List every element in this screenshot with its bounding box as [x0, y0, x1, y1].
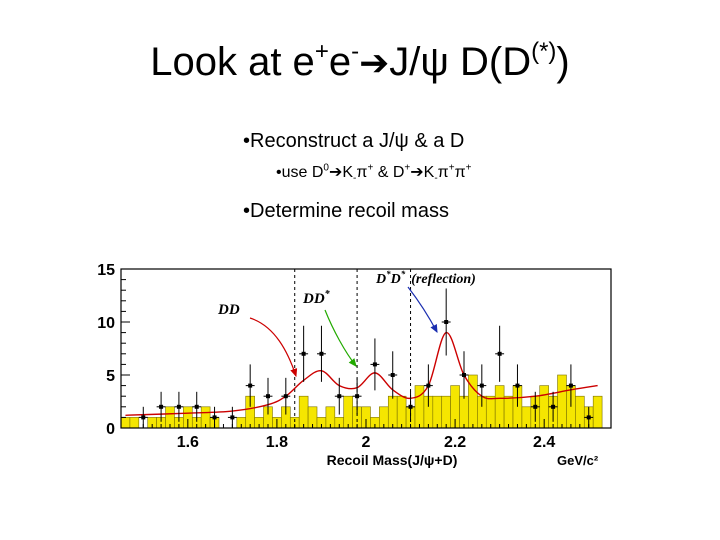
arrow-ddstar — [324, 309, 357, 367]
point-marker — [372, 362, 377, 367]
point-marker — [462, 373, 466, 377]
hist-bar — [414, 385, 425, 429]
x-tick-label: 2.4 — [533, 434, 555, 451]
x-axis-unit: GeV/c² — [557, 453, 599, 468]
hist-bar — [592, 395, 603, 429]
arrow-icon: ➔ — [359, 42, 390, 83]
data-point — [477, 364, 487, 407]
point-marker — [355, 394, 360, 399]
data-point — [441, 288, 451, 356]
data-point — [388, 351, 398, 399]
hist-bar — [503, 395, 514, 429]
hist-bar — [120, 417, 131, 429]
data-point — [566, 364, 576, 407]
data-point — [548, 391, 558, 422]
point-marker — [230, 415, 235, 420]
point-marker — [248, 383, 253, 388]
point-marker — [497, 351, 502, 356]
data-point — [192, 391, 202, 422]
hist-bar — [343, 395, 353, 429]
data-point — [513, 364, 522, 407]
x-tick-label: 1.6 — [177, 434, 199, 451]
hist-bar — [432, 395, 443, 429]
point-marker — [533, 404, 538, 409]
point-marker — [408, 404, 413, 409]
annotations: DD DD* D*D* (reflection) — [217, 269, 476, 378]
hist-bar — [485, 395, 496, 429]
arrow-icon: ➔ — [328, 164, 343, 181]
point-marker — [337, 394, 342, 399]
y-tick-label: 10 — [97, 315, 115, 332]
data-point — [423, 364, 433, 407]
hist-bar — [494, 385, 505, 429]
x-tick-label: 2 — [362, 434, 371, 451]
hist-bar — [396, 395, 407, 429]
x-tick-label: 2.2 — [444, 434, 466, 451]
point-marker — [141, 415, 146, 420]
data-point — [245, 364, 255, 407]
point-marker — [390, 373, 395, 377]
data-point — [174, 391, 184, 422]
arrow-icon: ➔ — [410, 164, 424, 181]
point-marker — [426, 383, 431, 388]
axes: 0 5 10 15 1.6 1.8 2 2.2 2.4 Recoil Mass(J/ψ+D) GeV… — [97, 262, 612, 468]
x-tick-label: 1.8 — [266, 434, 288, 451]
y-tick-label: 5 — [106, 368, 115, 385]
label-dd: DD — [217, 302, 240, 318]
hist-bar — [441, 395, 451, 429]
data-point — [334, 377, 344, 415]
point-marker — [515, 383, 520, 388]
hist-bar — [387, 395, 398, 429]
data-point — [156, 391, 166, 422]
point-marker — [212, 415, 217, 420]
arrow-dstar-dstar — [407, 286, 438, 334]
hist-bar — [557, 374, 567, 429]
point-marker — [319, 351, 324, 356]
label-dstar-dstar: D*D* (reflection) — [375, 269, 476, 287]
point-marker — [444, 320, 449, 324]
point-marker — [479, 383, 484, 388]
point-marker — [586, 415, 591, 420]
hist-bar — [129, 417, 140, 429]
data-point — [459, 351, 469, 399]
hist-bar — [575, 395, 585, 429]
y-tick-label: 0 — [106, 421, 115, 438]
data-point — [406, 391, 415, 422]
label-ddstar: DD* — [302, 289, 331, 307]
x-axis-label: Recoil Mass(J/ψ+D) — [327, 452, 458, 468]
point-marker — [176, 404, 181, 409]
point-marker — [159, 404, 164, 409]
fit-curve — [125, 331, 598, 416]
fit-curve-layer — [125, 331, 598, 416]
data-point — [263, 377, 273, 415]
y-tick-label: 15 — [97, 262, 115, 279]
point-marker — [551, 404, 556, 409]
data-point — [370, 338, 380, 391]
arrow-dd — [249, 317, 298, 378]
slide-title: Look at e+e-➔J/ψ D(D(*)) — [150, 38, 570, 84]
data-point — [530, 391, 540, 422]
bullet-decay-modes: •use D0➔K-π+ & D+➔K-π+π+ — [276, 162, 472, 185]
data-points — [138, 288, 594, 428]
point-marker — [266, 394, 270, 399]
point-marker — [283, 394, 288, 399]
hist-bar — [298, 395, 309, 429]
bullet-recoil-mass: •Determine recoil mass — [243, 200, 449, 222]
data-point — [299, 325, 309, 382]
data-point — [495, 325, 505, 382]
hist-bar — [459, 395, 469, 429]
point-marker — [301, 351, 306, 356]
data-point — [317, 325, 326, 382]
bullet-reconstruct: •Reconstruct a J/ψ & a D — [243, 130, 465, 152]
data-point — [352, 377, 362, 415]
point-marker — [568, 383, 573, 388]
data-point — [281, 377, 291, 415]
background-histogram — [120, 374, 603, 429]
point-marker — [194, 404, 199, 409]
